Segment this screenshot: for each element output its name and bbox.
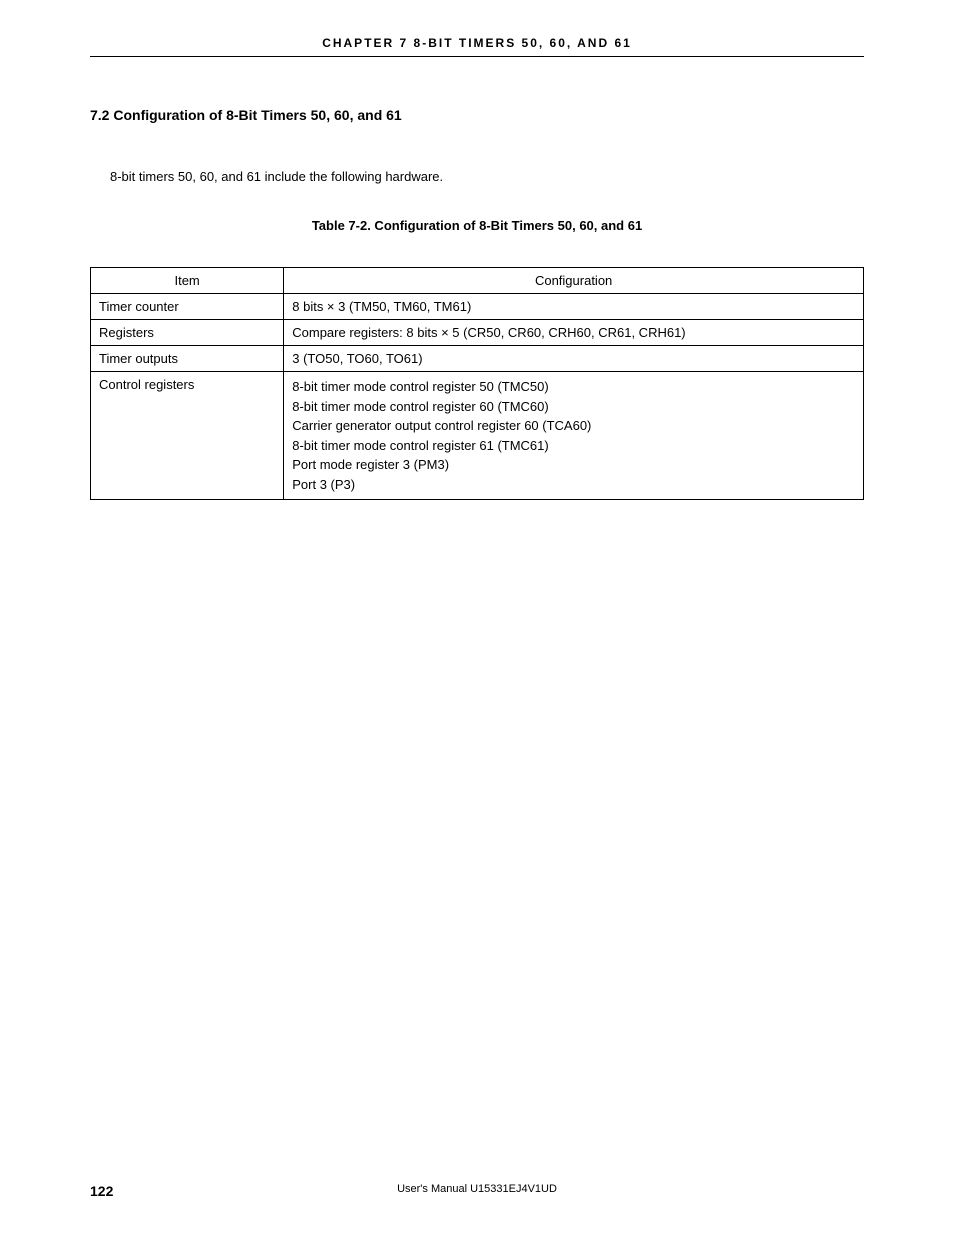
cell-item: Registers	[91, 320, 284, 346]
config-line: Carrier generator output control registe…	[292, 416, 855, 436]
intro-text: 8-bit timers 50, 60, and 61 include the …	[110, 169, 864, 184]
config-line: Port 3 (P3)	[292, 475, 855, 495]
config-line: 8-bit timer mode control register 60 (TM…	[292, 397, 855, 417]
table-caption: Table 7-2. Configuration of 8-Bit Timers…	[90, 218, 864, 233]
header-item: Item	[91, 268, 284, 294]
footer: 122 User's Manual U15331EJ4V1UD	[90, 1183, 864, 1199]
cell-config: Compare registers: 8 bits × 5 (CR50, CR6…	[284, 320, 864, 346]
table-header-row: Item Configuration	[91, 268, 864, 294]
config-table: Item Configuration Timer counter 8 bits …	[90, 267, 864, 500]
header-config: Configuration	[284, 268, 864, 294]
cell-item: Timer counter	[91, 294, 284, 320]
section-title: 7.2 Configuration of 8-Bit Timers 50, 60…	[90, 107, 864, 123]
cell-config: 8 bits × 3 (TM50, TM60, TM61)	[284, 294, 864, 320]
page: CHAPTER 7 8-BIT TIMERS 50, 60, AND 61 7.…	[0, 0, 954, 1235]
table-row: Timer counter 8 bits × 3 (TM50, TM60, TM…	[91, 294, 864, 320]
table-row: Registers Compare registers: 8 bits × 5 …	[91, 320, 864, 346]
table-row: Control registers 8-bit timer mode contr…	[91, 372, 864, 500]
cell-item: Control registers	[91, 372, 284, 500]
config-line: 8-bit timer mode control register 61 (TM…	[292, 436, 855, 456]
config-line: Port mode register 3 (PM3)	[292, 455, 855, 475]
cell-config: 8-bit timer mode control register 50 (TM…	[284, 372, 864, 500]
config-line: 8-bit timer mode control register 50 (TM…	[292, 377, 855, 397]
cell-item: Timer outputs	[91, 346, 284, 372]
table-row: Timer outputs 3 (TO50, TO60, TO61)	[91, 346, 864, 372]
chapter-header: CHAPTER 7 8-BIT TIMERS 50, 60, AND 61	[90, 36, 864, 57]
footer-manual: User's Manual U15331EJ4V1UD	[90, 1183, 864, 1195]
cell-config: 3 (TO50, TO60, TO61)	[284, 346, 864, 372]
